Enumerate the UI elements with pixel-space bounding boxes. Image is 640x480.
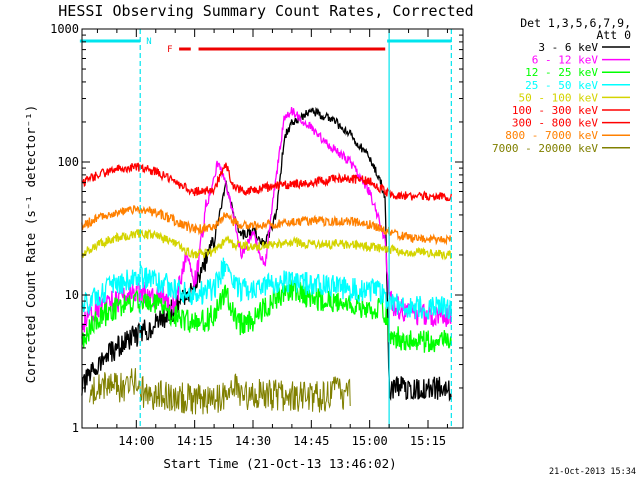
legend-header-line-1: Det 1,3,5,6,7,9, [520, 16, 631, 30]
legend-header-line-2: Att 0 [596, 28, 631, 42]
series-line [81, 279, 452, 353]
y-tick-label: 100 [57, 155, 79, 169]
legend-entry-label: 25 - 50 keV [525, 79, 598, 92]
flag-bars: NF [79, 37, 452, 55]
legend-entry: 50 - 100 keV [519, 91, 630, 104]
series-line [81, 257, 452, 320]
series-line [81, 106, 452, 402]
legend-entry: 6 - 12 keV [532, 54, 630, 67]
legend-entry: 7000 - 20000 keV [492, 142, 630, 155]
series-25-50keV-kev [81, 257, 452, 320]
night-flag-label: N [146, 37, 151, 47]
series-line [89, 368, 351, 415]
legend-entry-label: 50 - 100 keV [519, 91, 599, 104]
x-tick-label: 14:30 [235, 434, 271, 448]
y-tick-label: 10 [65, 288, 79, 302]
flare-flag-label: F [167, 45, 172, 55]
series-800-7000keV-kev [81, 205, 452, 246]
x-axis: 14:00 14:15 14:30 14:45 15:00 15:15 [96, 29, 448, 448]
x-tick-label: 15:15 [410, 434, 446, 448]
y-axis-label: Corrected Count Rate (s⁻¹ detector⁻¹) [23, 105, 38, 383]
series-3-6keV-kev [81, 106, 452, 402]
series-line [81, 205, 452, 246]
series-100-300keV-kev [81, 162, 452, 202]
legend-entry-label: 6 - 12 keV [532, 54, 599, 67]
x-tick-label: 14:00 [118, 434, 154, 448]
legend-entry: 800 - 7000 keV [505, 129, 630, 142]
legend-entry: 100 - 300 keV [512, 104, 630, 117]
legend-entry-label: 7000 - 20000 keV [492, 142, 598, 155]
series-50-100keV-kev [81, 228, 452, 261]
legend-entry: 25 - 50 keV [525, 79, 630, 92]
legend-entry: 12 - 25 keV [525, 66, 630, 79]
legend-entry-label: 300 - 800 keV [512, 117, 598, 130]
x-tick-label: 15:00 [352, 434, 388, 448]
series-12-25keV-kev [81, 279, 452, 353]
series-line [81, 228, 452, 261]
series-line [81, 162, 452, 202]
y-axis: 1 10 100 1000 [50, 22, 463, 435]
legend-entry-label: 12 - 25 keV [525, 66, 598, 79]
timestamp: 21-Oct-2013 15:34 [549, 467, 636, 477]
x-tick-label: 14:45 [293, 434, 329, 448]
y-tick-label: 1000 [50, 22, 79, 36]
legend-entry-label: 800 - 7000 keV [505, 129, 598, 142]
legend-entry-label: 3 - 6 keV [538, 41, 598, 54]
series-7000-20000keV-kev [89, 368, 351, 415]
legend-entry-label: 100 - 300 keV [512, 104, 598, 117]
x-axis-label: Start Time (21-Oct-13 13:46:02) [163, 456, 396, 471]
x-tick-label: 14:15 [177, 434, 213, 448]
y-tick-label: 1 [72, 421, 79, 435]
chart-title: HESSI Observing Summary Count Rates, Cor… [58, 2, 473, 20]
legend-entry: 300 - 800 keV [512, 117, 630, 130]
legend-entry: 3 - 6 keV [538, 41, 630, 54]
